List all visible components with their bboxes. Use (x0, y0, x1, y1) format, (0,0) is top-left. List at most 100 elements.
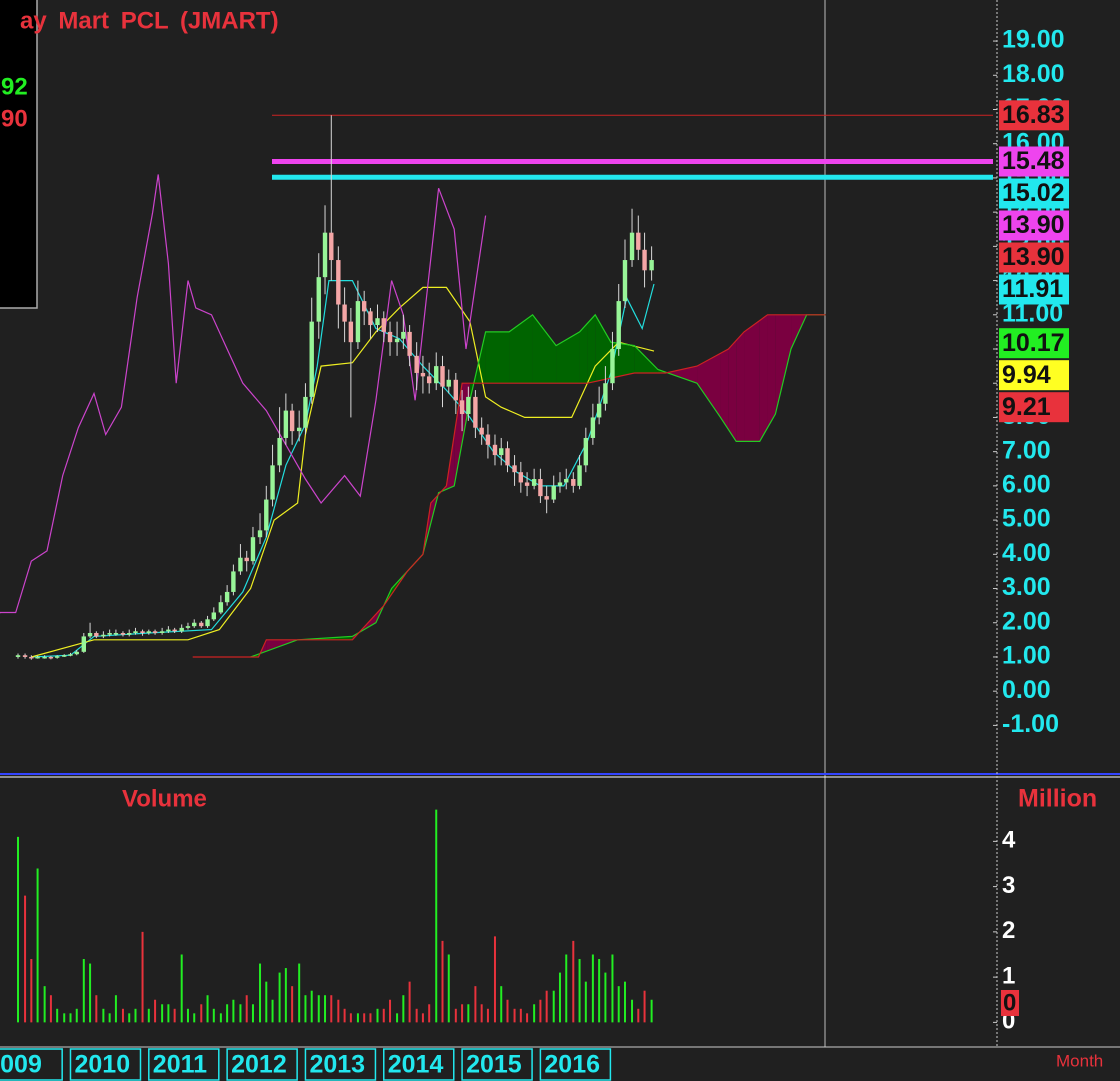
cloud-fill (775, 314, 792, 415)
cloud-fill (665, 366, 698, 384)
candle-body (616, 301, 621, 350)
price-badge-label: 15.48 (1002, 147, 1065, 175)
y-tick-label: 6.00 (1002, 470, 1051, 498)
candle-body (101, 634, 106, 637)
candle-body (355, 301, 361, 343)
candle-body (159, 631, 165, 634)
candle-body (29, 656, 34, 659)
price-badge (999, 360, 1069, 391)
x-tick-box (539, 1048, 612, 1081)
cloud-fill (485, 331, 510, 384)
candle-body (394, 338, 400, 343)
cloud-fill (509, 314, 533, 384)
price-badge (999, 100, 1069, 131)
candle-body (538, 479, 543, 497)
candle-body (54, 656, 60, 658)
y-tick-label: 2 (1002, 917, 1015, 944)
candle-body (420, 372, 426, 377)
candle-body (303, 396, 308, 428)
x-tick-box (383, 1048, 455, 1081)
candle-body (564, 479, 569, 483)
candle-body (179, 627, 184, 632)
candle-body (368, 311, 373, 326)
candle-body (524, 482, 530, 486)
candle-body (348, 321, 354, 343)
candle-body (329, 232, 334, 261)
candle-body (426, 376, 432, 384)
candle-body (87, 633, 93, 637)
price-badge (999, 392, 1069, 423)
candle-body (577, 465, 582, 486)
candle-body (199, 622, 204, 627)
candle-body (15, 655, 21, 657)
indicator-line (250, 313, 826, 658)
candle-body (636, 232, 641, 250)
y-tick-label: 5.00 (1002, 505, 1051, 533)
y-tick-label: 7.00 (1002, 436, 1051, 464)
candle-body (336, 260, 341, 305)
candle-body (505, 448, 510, 466)
candle-body (603, 383, 608, 404)
candle-body (62, 655, 67, 657)
candle-body (622, 260, 628, 302)
candle-body (557, 482, 563, 486)
y-tick-label: 1 (1002, 962, 1015, 989)
x-tick-box (69, 1048, 142, 1081)
price-badge (999, 242, 1069, 273)
y-tick-label: 3 (1002, 872, 1015, 899)
price-badge-label: 13.90 (1002, 243, 1065, 271)
cloud-fill (767, 314, 776, 428)
indicator-line (31, 286, 655, 658)
candle-body (218, 602, 224, 613)
candle-body (629, 232, 635, 261)
candle-body (68, 654, 73, 656)
x-tick-label: 2010 (74, 1051, 130, 1079)
candle-body (342, 304, 347, 322)
candle-body (205, 619, 210, 627)
y-axis-label: Million (1018, 785, 1097, 813)
y-tick-label: -1.00 (1002, 710, 1059, 738)
candle-body (571, 479, 576, 486)
candle-body (459, 400, 465, 415)
x-tick-label: 2011 (153, 1051, 207, 1079)
price-badge-label: 10.17 (1002, 329, 1065, 357)
candle-body (146, 631, 152, 634)
candle-body (381, 318, 386, 332)
candle-body (166, 629, 171, 632)
x-tick-label: 2014 (388, 1051, 444, 1079)
y-tick-label: 3.00 (1002, 573, 1051, 601)
x-tick-label: 2016 (544, 1051, 600, 1079)
candle-body (283, 410, 289, 438)
price-badge-label: 15.02 (1002, 179, 1065, 207)
candle-body (596, 403, 602, 418)
candle-body (192, 622, 197, 627)
candle-body (270, 465, 275, 500)
y-tick-label: 0.00 (1002, 676, 1051, 704)
panel-title: Volume (122, 785, 207, 812)
candle-body (172, 629, 177, 632)
candle-body (322, 232, 328, 278)
candle-body (453, 379, 459, 401)
x-tick-label: 2013 (309, 1051, 365, 1079)
candle-body (544, 496, 549, 500)
candle-body (316, 277, 321, 322)
x-tick-label: 2015 (466, 1051, 522, 1079)
cloud-fill (759, 314, 768, 442)
volume-badge (1001, 990, 1019, 1016)
candle-body (257, 530, 263, 538)
candle-body (244, 557, 249, 562)
x-tick-box (461, 1048, 533, 1081)
y-tick-label: 4.00 (1002, 539, 1051, 567)
candle-body (309, 321, 314, 397)
candle-body (446, 379, 451, 387)
cloud-fill (595, 314, 611, 382)
candle-body (277, 437, 282, 466)
cloud-fill (587, 314, 596, 384)
candle-body (289, 410, 295, 432)
chart-title: ay Mart PCL (JMART) (20, 7, 279, 34)
price-badge-label: 16.83 (1002, 101, 1065, 129)
candle-body (583, 437, 589, 466)
